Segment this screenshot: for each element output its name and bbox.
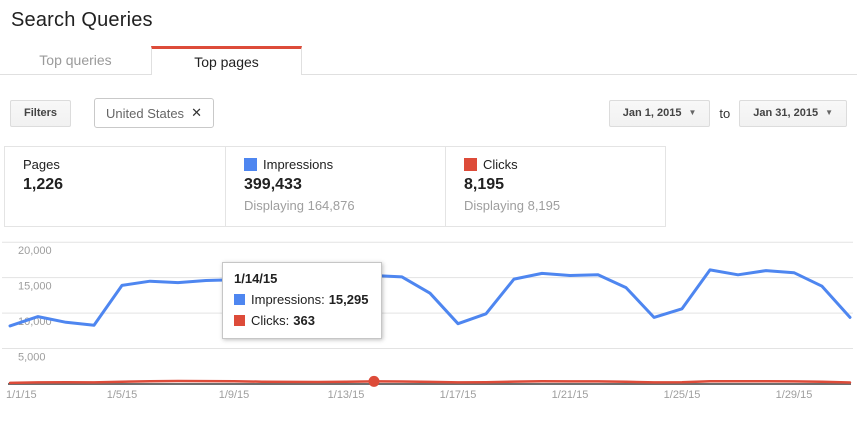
clicks-displaying: Displaying 8,195 [464,198,561,213]
tooltip-impressions-label: Impressions: [251,292,325,307]
tooltip-clicks-row: Clicks: 363 [234,313,368,328]
svg-text:1/17/15: 1/17/15 [440,389,477,401]
svg-text:15,000: 15,000 [18,281,52,293]
clicks-series-toggle[interactable]: Clicks [464,157,665,172]
date-from-label: Jan 1, 2015 [622,107,682,119]
stat-clicks: Clicks 8,195 Displaying 8,195 [445,147,665,226]
svg-text:1/1/15: 1/1/15 [6,389,37,401]
tooltip-clicks-value: 363 [293,313,315,328]
impressions-label: Impressions [263,157,334,172]
search-traffic-chart[interactable]: 5,000 10,000 15,000 20,000 1/1/15 1/5/15 1/9/1… [0,235,857,419]
tooltip-impressions-row: Impressions: 15,295 [234,292,368,307]
filter-chip-united-states[interactable]: United States ✕ [94,98,214,128]
svg-text:5,000: 5,000 [18,352,46,364]
stat-impressions: Impressions 399,433 Displaying 164,876 [225,147,445,226]
date-from-button[interactable]: Jan 1, 2015 ▼ [608,99,711,127]
remove-filter-icon[interactable]: ✕ [191,105,202,120]
page-title: Search Queries [11,9,153,31]
chart-tooltip: 1/14/15 Impressions: 15,295 Clicks: 363 [222,262,383,339]
impressions-legend-icon [234,294,245,305]
impressions-legend-icon [244,158,257,171]
tooltip-impressions-value: 15,295 [328,292,369,307]
tab-bar: Top queries Top pages [0,44,857,75]
chevron-down-icon: ▼ [688,108,697,117]
date-range-to-label: to [719,105,731,121]
clicks-legend-icon [234,315,245,326]
stats-bar: Pages 1,226 Impressions 399,433 Displayi… [4,146,666,227]
impressions-value: 399,433 [244,176,302,193]
tab-top-pages[interactable]: Top pages [151,46,302,75]
svg-text:1/13/15: 1/13/15 [328,389,365,401]
tab-top-queries[interactable]: Top queries [39,52,112,68]
svg-text:1/21/15: 1/21/15 [552,389,589,401]
date-to-button[interactable]: Jan 31, 2015 ▼ [739,99,847,127]
pages-label: Pages [23,157,60,172]
clicks-value: 8,195 [464,176,505,193]
svg-text:20,000: 20,000 [18,245,52,257]
chevron-down-icon: ▼ [825,108,833,117]
clicks-legend-icon [464,158,477,171]
filter-chip-label: United States [106,105,185,121]
tooltip-date: 1/14/15 [234,271,278,286]
svg-text:1/29/15: 1/29/15 [776,389,813,401]
stat-pages: Pages 1,226 [5,147,225,226]
date-range-controls: Jan 1, 2015 ▼ to Jan 31, 2015 ▼ [608,99,847,127]
svg-text:1/5/15: 1/5/15 [107,389,138,401]
impressions-displaying: Displaying 164,876 [244,198,355,213]
impressions-series-toggle[interactable]: Impressions [244,157,445,172]
filters-button[interactable]: Filters [10,99,72,127]
svg-text:1/25/15: 1/25/15 [664,389,701,401]
date-to-label: Jan 31, 2015 [753,107,819,119]
clicks-label: Clicks [483,157,518,172]
svg-text:1/9/15: 1/9/15 [219,389,250,401]
filter-toolbar: Filters United States ✕ Jan 1, 2015 ▼ to… [10,98,847,128]
tooltip-clicks-label: Clicks: [251,313,290,328]
pages-value: 1,226 [23,176,64,193]
